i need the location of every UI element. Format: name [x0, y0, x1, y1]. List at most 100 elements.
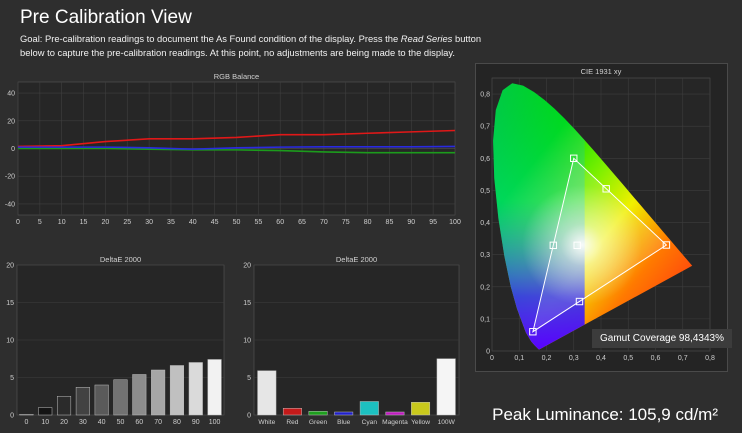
gamut-coverage-readout: Gamut Coverage 98,4343% — [592, 329, 732, 348]
x-tick-label: 85 — [386, 219, 394, 226]
deltae-bar — [169, 365, 184, 416]
x-tick-label: 5 — [38, 219, 42, 226]
rgb-balance-chart: RGB Balance 0 5 10 15 20 25 30 35 40 45 50 55 60 65 70 7… — [5, 72, 461, 226]
y-tick-label: 0,4 — [480, 220, 490, 227]
measured-point-yellow — [602, 185, 610, 193]
x-tick-label: 35 — [167, 219, 175, 226]
x-tick-label: 70 — [320, 219, 328, 226]
x-tick-label: 20 — [102, 219, 110, 226]
x-tick-label: 65 — [298, 219, 306, 226]
x-tick-label: Green — [309, 419, 328, 426]
measured-point-cyan — [549, 241, 558, 250]
x-tick-label: Blue — [337, 419, 351, 426]
x-tick-label: 45 — [211, 219, 219, 226]
x-tick-label: 90 — [192, 419, 200, 426]
y-tick-label: 5 — [10, 375, 14, 382]
x-tick-label: 25 — [123, 219, 131, 226]
x-tick-label: 100 — [209, 419, 221, 426]
page-title: Pre Calibration View — [20, 7, 192, 28]
x-tick-label: 15 — [80, 219, 88, 226]
x-tick-label: 20 — [60, 419, 68, 426]
y-tick-label: 10 — [6, 338, 14, 345]
y-tick-label: 40 — [7, 91, 15, 98]
x-tick-label: 70 — [154, 419, 162, 426]
y-tick-label: 0,5 — [480, 188, 490, 195]
y-tick-label: -40 — [5, 201, 15, 208]
x-tick-label: 0,2 — [542, 355, 552, 362]
x-tick-label: 60 — [276, 219, 284, 226]
x-tick-label: 0,3 — [569, 355, 579, 362]
x-tick-label: 50 — [117, 419, 125, 426]
chart-title: CIE 1931 xy — [581, 67, 622, 76]
y-tick-label: 5 — [247, 375, 251, 382]
x-tick-label: 0,1 — [514, 355, 524, 362]
y-tick-label: 0 — [11, 146, 15, 153]
x-tick-label: 40 — [98, 419, 106, 426]
x-tick-label: 0 — [16, 219, 20, 226]
rgb-balance-panel: RGB Balance 0 5 10 15 20 25 30 35 40 45 50 55 60 65 70 7… — [0, 70, 470, 240]
deltae-bar — [411, 402, 431, 416]
x-tick-label: 40 — [189, 219, 197, 226]
y-tick-label: 0,3 — [480, 252, 490, 259]
x-tick-label: 90 — [407, 219, 415, 226]
y-tick-label: 0,6 — [480, 156, 490, 163]
x-tick-label: 0,6 — [651, 355, 661, 362]
x-tick-label: 75 — [342, 219, 350, 226]
x-tick-label: 0 — [24, 419, 28, 426]
chart-title: DeltaE 2000 — [336, 255, 377, 264]
goal-text-prefix: Goal: Pre-calibration readings to docume… — [20, 33, 401, 44]
x-tick-label: Magenta — [382, 419, 408, 426]
cie-panel: CIE 1931 xy 0 0,1 0,2 0,3 0,4 0,5 0,6 0,7 0,8 0,8 0… — [475, 63, 728, 372]
x-tick-label: White — [258, 419, 275, 426]
measured-point-blue — [529, 328, 537, 336]
x-tick-label: 60 — [135, 419, 143, 426]
deltae-bar — [19, 414, 34, 416]
y-tick-label: 15 — [6, 300, 14, 307]
y-tick-label: 20 — [243, 263, 251, 270]
deltae-bar — [113, 379, 128, 416]
measured-point-white — [573, 241, 581, 250]
x-tick-label: 55 — [254, 219, 262, 226]
x-tick-label: Red — [286, 419, 298, 426]
deltae-bar — [385, 411, 405, 416]
y-tick-label: 0,2 — [480, 284, 490, 291]
deltae-bar — [282, 408, 302, 416]
blue-balance-line — [18, 145, 456, 150]
deltae-bar — [38, 407, 53, 416]
y-tick-label: 0,8 — [480, 92, 490, 99]
y-tick-label: 0,1 — [480, 316, 490, 323]
y-tick-label: 0 — [247, 413, 251, 420]
x-tick-label: 100 — [449, 219, 461, 226]
y-tick-label: 20 — [6, 263, 14, 270]
cie-1931-chart: CIE 1931 xy 0 0,1 0,2 0,3 0,4 0,5 0,6 0,7 0,8 0,8 0… — [480, 67, 715, 362]
x-tick-label: 30 — [145, 219, 153, 226]
deltae-bar — [57, 396, 72, 416]
y-tick-label: 10 — [243, 338, 251, 345]
deltae-bar — [75, 387, 90, 416]
x-tick-label: 10 — [58, 219, 66, 226]
measured-point-red — [662, 241, 671, 249]
deltae-bar — [257, 370, 277, 416]
green-balance-line — [18, 147, 455, 154]
x-tick-label: 80 — [173, 419, 181, 426]
measured-point-green — [570, 154, 578, 162]
y-tick-label: 0,7 — [480, 124, 490, 131]
x-tick-label: Cyan — [362, 419, 378, 426]
goal-description: Goal: Pre-calibration readings to docume… — [20, 32, 500, 60]
target-gamut-triangle — [532, 157, 668, 333]
chart-title: DeltaE 2000 — [100, 255, 141, 264]
deltae-bar — [334, 411, 354, 416]
red-balance-line — [17, 129, 456, 148]
x-tick-label: 0,5 — [623, 355, 633, 362]
deltae-bar — [188, 362, 203, 416]
x-tick-label: 30 — [79, 419, 87, 426]
x-tick-label: 50 — [233, 219, 241, 226]
peak-luminance-readout: Peak Luminance: 105,9 cd/m² — [492, 405, 718, 424]
x-tick-label: 0,7 — [678, 355, 688, 362]
y-tick-label: -20 — [5, 174, 15, 181]
y-tick-label: 0 — [10, 413, 14, 420]
chart-title: RGB Balance — [214, 72, 259, 81]
x-tick-label: 0,8 — [705, 355, 715, 362]
y-tick-label: 15 — [243, 300, 251, 307]
